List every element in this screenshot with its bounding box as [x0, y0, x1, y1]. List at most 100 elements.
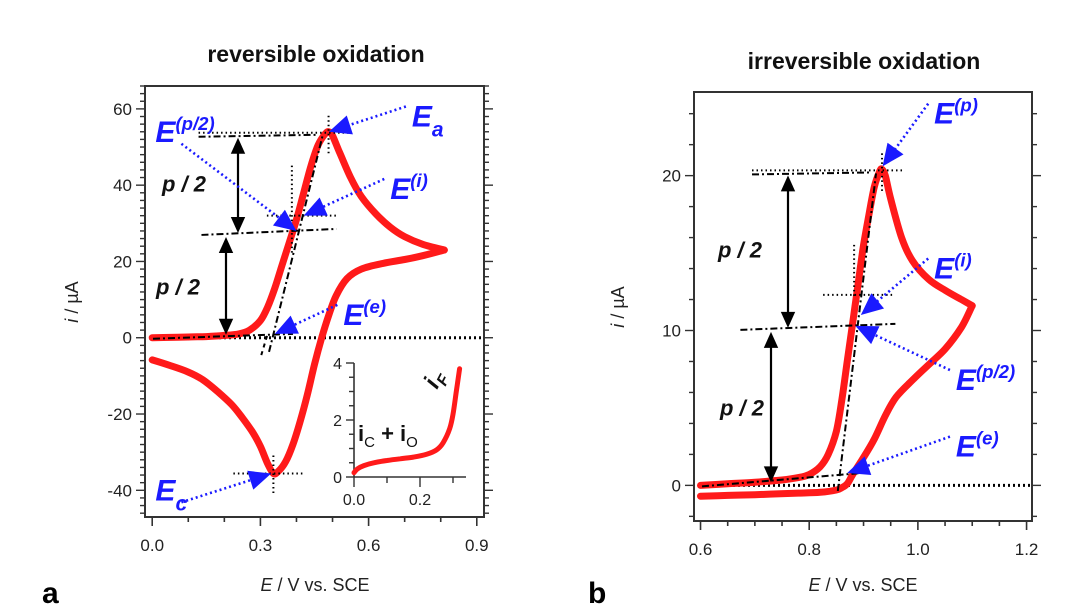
inflection-tangent-line — [268, 135, 324, 353]
annotation-arrow-head — [882, 142, 904, 167]
cv-curve-forward — [697, 165, 976, 489]
annotation-pointer-line — [872, 333, 951, 372]
panel-b-xlabel-var: E — [808, 575, 821, 595]
annotation-symbol: E — [390, 173, 411, 206]
inset-background-symbol-1: i — [358, 421, 364, 446]
inset-y-tick-label: 2 — [333, 413, 342, 430]
y-tick-label: 10 — [662, 322, 681, 341]
x-tick-label: 0.9 — [465, 536, 489, 555]
annotation-label: E(i) — [934, 250, 972, 286]
upper-p-half-label: p / 2 — [717, 238, 763, 263]
annotation-arrow-head — [303, 197, 328, 216]
annotation-superscript: (e) — [976, 428, 999, 449]
annotation-symbol: E — [934, 98, 955, 131]
panel-a-xlabel-unit: / V vs. SCE — [272, 575, 369, 595]
annotation-arrow-head — [247, 470, 272, 490]
annotation-label: Ea — [412, 101, 444, 142]
annotation-label: E(p) — [934, 95, 978, 131]
upper-p-half-label: p / 2 — [161, 171, 207, 196]
baseline-extrapolation-line — [152, 332, 294, 340]
panel-a-ylabel: i / µA — [62, 281, 82, 322]
inset-y-tick-label: 4 — [333, 356, 342, 373]
annotation-symbol: E — [412, 101, 433, 134]
y-tick-label: 60 — [113, 100, 132, 119]
y-tick-label: 20 — [113, 252, 132, 271]
annotation-pointer-line — [865, 435, 951, 468]
annotation-arrow-head — [274, 315, 299, 334]
lower-half-arrow-head-down — [218, 318, 234, 335]
annotation-label: E(e) — [343, 296, 386, 332]
inset-x-tick-label: 0.2 — [409, 492, 431, 509]
upper-half-arrow-head-down — [780, 311, 796, 328]
annotation-label: E(i) — [390, 170, 428, 206]
annotation-pointer-line — [893, 102, 930, 151]
annotation-arrow-head — [328, 115, 353, 135]
annotation-symbol: E — [155, 116, 176, 149]
annotation-superscript: (p/2) — [175, 113, 214, 134]
annotation-pointer-line — [180, 142, 282, 220]
y-tick-label: 40 — [113, 176, 132, 195]
x-tick-label: 0.6 — [689, 540, 713, 559]
inset-y-tick-label: 0 — [333, 470, 342, 487]
y-tick-label: -40 — [107, 481, 132, 500]
lower-half-arrow-head-up — [763, 331, 779, 348]
panel-b-letter: b — [588, 577, 606, 610]
annotation-arrow-head — [860, 293, 885, 316]
y-tick-label: 0 — [123, 329, 132, 348]
inset-background-symbol-2: i — [400, 421, 406, 446]
annotation-symbol: E — [956, 431, 977, 464]
annotation-label: E(p/2) — [155, 113, 214, 149]
lower-p-half-label: p / 2 — [155, 274, 201, 299]
half-peak-line — [201, 227, 337, 236]
half-peak-line — [740, 322, 896, 331]
x-tick-label: 1.0 — [906, 540, 930, 559]
lower-p-half-label: p / 2 — [719, 396, 765, 421]
panel-a-xlabel-var: E — [260, 575, 273, 595]
annotation-subscript: a — [432, 119, 444, 142]
inset-background-plus: + — [375, 421, 400, 446]
lower-half-arrow-head-down — [763, 466, 779, 483]
cv-curve-reverse — [148, 246, 448, 478]
panel-b-xlabel-unit: / V vs. SCE — [820, 575, 917, 595]
x-tick-label: 0.6 — [357, 536, 381, 555]
annotation-label: E(p/2) — [956, 361, 1015, 397]
y-tick-label: 20 — [662, 167, 681, 186]
x-tick-label: 0.8 — [797, 540, 821, 559]
annotation-symbol: E — [155, 474, 176, 507]
annotation-pointer-line — [875, 257, 930, 304]
annotation-superscript: (p) — [954, 95, 978, 116]
panel-a-letter: a — [42, 577, 59, 610]
cv-curve-forward — [148, 128, 448, 342]
annotation-pointer-line — [292, 303, 338, 327]
panel-b-xlabel: E / V vs. SCE — [808, 575, 917, 595]
upper-half-arrow-head-up — [780, 175, 796, 192]
annotation-symbol: E — [343, 299, 364, 332]
panel-b-ylabel-unit: / µA — [608, 286, 628, 323]
x-tick-label: 0.0 — [140, 536, 164, 555]
peak-baseline-line — [752, 171, 873, 176]
plot-frame — [144, 85, 485, 518]
inset-faradaic-label: iF — [418, 365, 454, 395]
peak-baseline-line — [198, 133, 319, 138]
upper-half-arrow-head-down — [230, 216, 246, 233]
annotation-pointer-line — [181, 478, 253, 504]
annotation-symbol: E — [956, 364, 977, 397]
y-tick-label: -20 — [107, 405, 132, 424]
baseline-extrapolation-line — [701, 471, 862, 488]
annotation-superscript: (p/2) — [976, 361, 1015, 382]
panel-b-title: irreversible oxidation — [748, 48, 981, 74]
annotation-arrow-head — [272, 209, 297, 231]
y-tick-label: 0 — [672, 476, 681, 495]
panel-a-ylabel-unit: / µA — [62, 281, 82, 318]
x-tick-label: 0.3 — [249, 536, 273, 555]
inset-x-tick-label: 0.0 — [343, 492, 365, 509]
annotation-pointer-line — [321, 177, 385, 209]
panel-b-ylabel-var: i — [608, 323, 628, 328]
lower-half-arrow-head-up — [218, 236, 234, 253]
panel-a-title: reversible oxidation — [207, 41, 424, 67]
inset-background-label: iC + iO — [358, 421, 418, 451]
annotation-superscript: (i) — [410, 170, 428, 191]
